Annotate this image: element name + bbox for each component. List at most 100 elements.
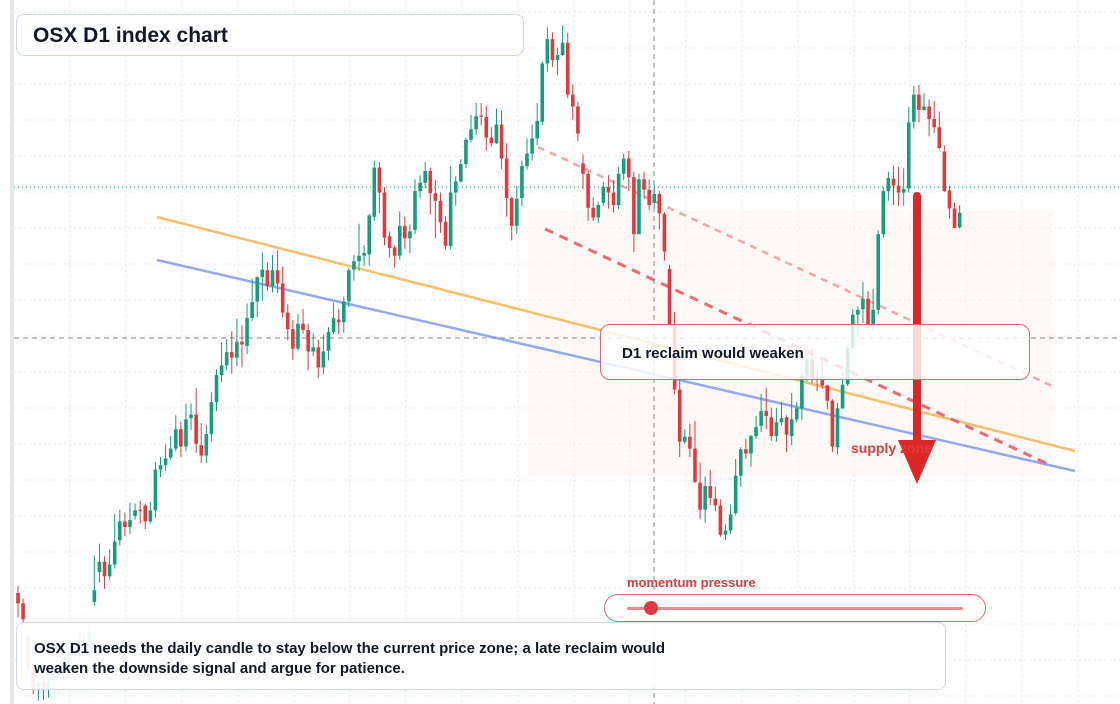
candle-bullish xyxy=(423,171,427,183)
candle-bearish xyxy=(16,592,20,604)
candle-bearish xyxy=(240,341,244,345)
candle-bearish xyxy=(509,198,514,226)
candle-bullish xyxy=(922,106,926,110)
supply-zone-label: supply zone xyxy=(851,440,932,456)
candle-bullish xyxy=(560,42,565,56)
candle-bullish xyxy=(886,177,891,192)
candle-bullish xyxy=(840,384,845,409)
candle-bullish xyxy=(728,514,733,531)
candle-bullish xyxy=(245,318,249,346)
candle-bearish xyxy=(143,505,148,522)
candle-bullish xyxy=(158,465,163,470)
candle-bearish xyxy=(123,521,127,528)
candle-bullish xyxy=(459,164,463,182)
candle-bullish xyxy=(118,521,122,541)
candle-bullish xyxy=(901,189,906,193)
note-line-1: OSX D1 needs the daily candle to stay be… xyxy=(34,640,666,657)
candle-bearish xyxy=(611,192,616,206)
candle-bearish xyxy=(377,167,382,193)
candle-bearish xyxy=(403,225,407,239)
candle-bearish xyxy=(657,193,662,214)
candle-bearish xyxy=(581,163,585,174)
candle-bearish xyxy=(952,208,957,228)
momentum-knob[interactable] xyxy=(643,601,658,615)
candle-bullish xyxy=(163,458,168,466)
candle-bearish xyxy=(504,158,509,199)
candle-bearish xyxy=(438,200,443,223)
candle-bearish xyxy=(571,94,575,107)
candle-bullish xyxy=(408,231,412,239)
candle-bullish xyxy=(601,186,606,203)
reclaim-callout: D1 reclaim would weaken xyxy=(600,324,1030,380)
candle-bullish xyxy=(112,541,117,565)
candle-bullish xyxy=(723,530,728,535)
candle-bearish xyxy=(336,319,341,323)
candle-bearish xyxy=(713,498,718,506)
candle-bullish xyxy=(759,411,763,426)
candle-bearish xyxy=(688,436,692,449)
candle-bullish xyxy=(876,234,881,310)
candle-bearish xyxy=(285,312,290,330)
candle-bullish xyxy=(703,486,707,510)
candle-bearish xyxy=(387,236,392,249)
momentum-slider[interactable] xyxy=(604,594,986,622)
candle-bullish xyxy=(779,418,784,423)
candle-bearish xyxy=(667,268,672,326)
candle-bullish xyxy=(871,309,875,326)
candle-bearish xyxy=(265,270,270,287)
candle-bearish xyxy=(565,42,570,95)
candle-bullish xyxy=(347,270,351,302)
candle-bearish xyxy=(708,486,713,498)
candle-bearish xyxy=(550,39,555,60)
candle-bullish xyxy=(540,63,545,122)
candle-bearish xyxy=(275,270,280,284)
candle-bullish xyxy=(545,39,550,64)
candle-bearish xyxy=(647,189,651,206)
candlestick-series xyxy=(16,25,962,701)
candle-bullish xyxy=(525,153,529,167)
candle-bullish xyxy=(881,191,886,235)
candle-bullish xyxy=(270,270,275,287)
candle-bullish xyxy=(835,408,840,448)
analysis-note: OSX D1 needs the daily candle to stay be… xyxy=(16,622,946,690)
left-axis-strip xyxy=(10,0,14,704)
candle-bullish xyxy=(372,167,377,217)
candle-bearish xyxy=(382,192,387,238)
candle-bullish xyxy=(749,436,753,454)
candle-bullish xyxy=(789,419,794,437)
candle-bullish xyxy=(800,375,804,409)
candle-bearish xyxy=(291,329,295,349)
candle-bearish xyxy=(479,115,483,117)
candle-bullish xyxy=(184,419,188,447)
candle-bullish xyxy=(341,301,346,323)
candle-bearish xyxy=(642,179,646,190)
candle-bearish xyxy=(199,445,204,456)
candle-bullish xyxy=(616,173,621,206)
candle-bullish xyxy=(133,510,137,516)
candle-bearish xyxy=(917,94,921,110)
candle-bearish xyxy=(866,298,870,327)
candle-bullish xyxy=(331,318,336,333)
candle-bearish xyxy=(586,173,590,208)
candle-bearish xyxy=(896,185,901,193)
candle-bullish xyxy=(596,205,601,218)
candle-bullish xyxy=(682,436,687,442)
candle-bearish xyxy=(677,389,682,442)
candle-bullish xyxy=(326,332,331,351)
candle-bullish xyxy=(794,408,799,420)
candle-bullish xyxy=(520,166,524,199)
candle-bearish xyxy=(764,411,769,416)
candle-bearish xyxy=(21,603,25,620)
candle-bearish xyxy=(932,118,936,128)
candle-bullish xyxy=(250,302,254,319)
candle-bearish xyxy=(891,178,896,186)
candle-bearish xyxy=(433,193,438,201)
candle-bullish xyxy=(515,198,519,226)
candle-bullish xyxy=(413,191,417,230)
candle-bearish xyxy=(484,116,489,138)
candle-bearish xyxy=(306,329,310,352)
note-line-2: weaken the downside signal and argue for… xyxy=(34,660,405,677)
candle-bearish xyxy=(499,124,504,159)
candle-bearish xyxy=(744,449,748,454)
candle-bullish xyxy=(621,158,626,174)
